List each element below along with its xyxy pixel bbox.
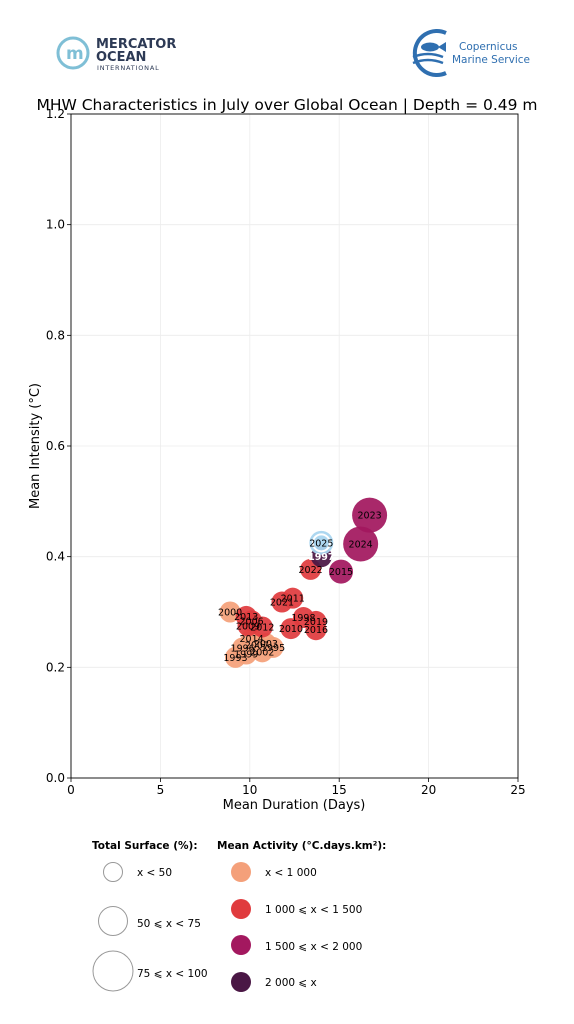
data-label: 1999 [234,650,258,661]
y-tick-label: 0.6 [46,439,65,453]
y-tick-label: 0.2 [46,660,65,674]
data-point [280,618,302,640]
data-label: 2000 [218,608,242,619]
y-tick-label: 0.0 [46,771,65,785]
data-label: 1996 [231,643,255,654]
copernicus-ring-icon [412,29,447,77]
wave-icon [412,52,444,59]
copernicus-line1: Copernicus [459,41,517,53]
x-axis-label: Mean Duration (Days) [223,798,366,813]
data-point [328,559,353,584]
data-label: 2016 [304,625,328,636]
data-label: 2019 [304,617,328,628]
data-label: 2015 [329,567,353,578]
x-tick-label: 25 [510,783,525,797]
mercator-line1: MERCATOR [96,37,176,52]
data-point [219,601,241,623]
mercator-mark-icon [56,36,90,70]
data-label: 2007 [245,641,269,652]
y-tick-label: 0.4 [46,550,65,564]
grid [70,113,519,779]
data-point [352,497,388,533]
data-label: 1997 [308,552,334,563]
y-tick-label: 0.8 [46,328,65,342]
fish-icon [421,42,439,52]
x-tick-label: 5 [157,783,165,797]
legend-surface-title: Total Surface (%): [92,840,198,852]
data-point [251,616,273,638]
mercator-mark-glyph: m [66,44,84,64]
axis-ticks: 0 5 10 15 20 250.00.20.40.60.81.01.2 [46,107,526,797]
data-label: 2013 [234,612,258,623]
data-label: 2012 [250,622,274,633]
chart-title: MHW Characteristics in July over Global … [36,96,537,114]
x-tick-label: 0 [67,783,75,797]
data-label: 2023 [358,511,382,522]
y-tick-label: 1.2 [46,107,65,121]
data-label: 2025 [309,538,333,549]
data-label: 2011 [281,594,305,605]
data-label: 2021 [270,598,294,609]
data-label: 2014 [239,634,263,645]
x-tick-label: 10 [242,783,257,797]
legend-activity-swatch-2 [231,899,251,919]
x-tick-label: 15 [332,783,347,797]
x-tick-label: 20 [421,783,436,797]
legend-activity-swatch-1 [231,862,251,882]
copernicus-logo: Copernicus Marine Service [412,29,530,77]
legend-activity-swatch-4 [231,972,251,992]
legend-activity-title: Mean Activity (°C.days.km²): [217,840,386,852]
data-label: 1998 [291,613,315,624]
legend-size-large [92,950,134,992]
data-label: 1995 [261,643,285,654]
legend-size-medium [98,906,128,936]
data-point [282,587,304,609]
data-point [343,526,379,562]
data-label: 2003 [254,639,278,650]
logos-svg: m MERCATOR OCEAN INTERNATIONAL Copernicu… [56,29,530,77]
copernicus-line2: Marine Service [452,54,530,66]
mercator-line2: OCEAN [96,50,146,65]
legend-activity-label-2: 1 000 ⩽ x < 1 500 [265,904,362,916]
wave-icon [412,58,444,65]
y-axis-label: Mean Intensity (°C) [28,383,43,509]
data-label: 1993 [223,653,247,664]
mercator-line3: INTERNATIONAL [97,64,160,72]
legend-activity-label-3: 1 500 ⩽ x < 2 000 [265,941,362,953]
legend-surface-label-2: 50 ⩽ x < 75 [137,918,201,930]
legend-surface-label-1: x < 50 [137,867,172,879]
fish-tail-icon [438,42,446,52]
data-label: 2009 [236,621,260,632]
legend-activity-swatch-3 [231,935,251,955]
legend-surface-label-3: 75 ⩽ x < 100 [137,968,208,980]
scatter-chart: MHW Characteristics in July over Global … [28,96,538,813]
legend-activity-label-4: 2 000 ⩽ x [265,977,317,989]
legend-activity-label-1: x < 1 000 [265,867,317,879]
logo-bar: m MERCATOR OCEAN INTERNATIONAL Copernicu… [0,0,574,90]
legend-size-small [103,862,123,882]
legend-surface: Total Surface (%): x < 50 50 ⩽ x < 75 75… [92,840,208,992]
legend-activity: Mean Activity (°C.days.km²): x < 1 000 1… [217,840,386,992]
mercator-logo: m MERCATOR OCEAN INTERNATIONAL [56,36,176,72]
data-label: 2022 [298,565,322,576]
data-point [305,619,327,641]
data-point-ring [311,533,331,553]
data-label: 2010 [279,624,303,635]
data-label: 2024 [349,539,373,550]
y-tick-label: 1.0 [46,218,65,232]
data-label: 2006 [239,616,263,627]
data-label: 2002 [250,647,274,658]
